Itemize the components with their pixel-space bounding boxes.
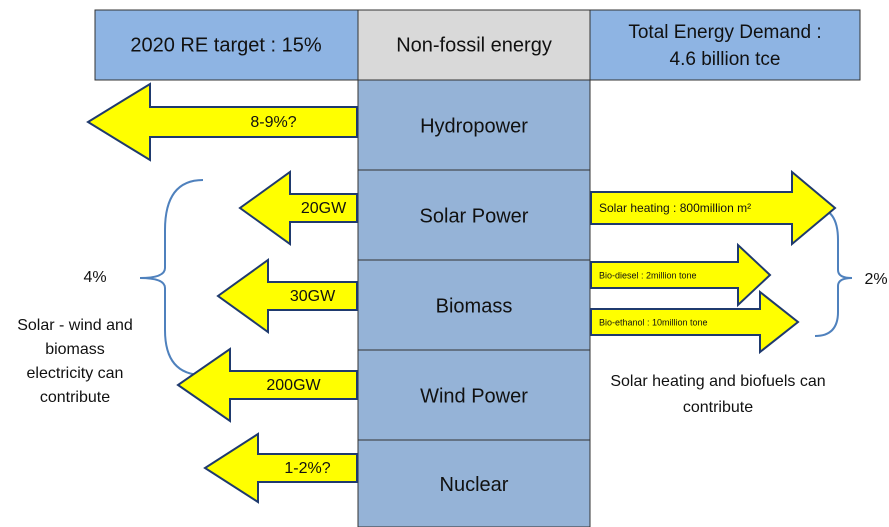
source-label: Wind Power <box>420 385 528 407</box>
left-arrow-label: 200GW <box>266 377 321 394</box>
left-note: contribute <box>40 389 110 406</box>
left-arrow-label: 30GW <box>290 288 336 305</box>
left-share: 4% <box>83 269 106 286</box>
right-share: 2% <box>864 271 887 288</box>
source-cell <box>357 439 591 527</box>
right-arrow <box>590 289 800 355</box>
left-note: electricity can <box>27 365 124 382</box>
header-right: 4.6 billion tce <box>670 49 781 70</box>
left-arrow-label: 8-9%? <box>250 114 296 131</box>
source-cell <box>357 79 591 171</box>
right-arrow-label: Bio-diesel : 2million tone <box>599 270 697 280</box>
left-arrow <box>176 347 358 423</box>
header-right: Total Energy Demand : <box>628 22 821 43</box>
left-brace <box>139 179 204 376</box>
left-arrow-label: 20GW <box>301 200 347 217</box>
right-note: Solar heating and biofuels can <box>610 373 825 390</box>
source-label: Solar Power <box>420 205 529 227</box>
left-arrow <box>203 432 358 504</box>
left-note: biomass <box>45 341 105 358</box>
left-note: Solar - wind and <box>17 317 133 334</box>
right-note: contribute <box>683 399 753 416</box>
left-arrow-label: 1-2%? <box>284 460 330 477</box>
source-label: Biomass <box>436 295 513 317</box>
source-label: Hydropower <box>420 115 528 137</box>
source-cell <box>357 259 591 351</box>
left-arrow <box>86 82 358 162</box>
right-brace <box>814 207 853 337</box>
right-arrow <box>590 169 837 247</box>
right-arrow-label: Solar heating : 800million m² <box>599 201 751 215</box>
source-label: Nuclear <box>440 474 509 496</box>
header-middle: Non-fossil energy <box>396 34 552 56</box>
header-left-box <box>94 9 359 81</box>
left-arrow <box>216 258 358 334</box>
source-cell <box>357 169 591 261</box>
right-arrow <box>590 242 772 308</box>
right-arrow-label: Bio-ethanol : 10million tone <box>599 317 708 327</box>
header-right-box <box>589 9 861 81</box>
left-arrow <box>238 170 358 246</box>
header-left: 2020 RE target : 15% <box>130 34 321 56</box>
header-middle-box <box>357 9 591 81</box>
